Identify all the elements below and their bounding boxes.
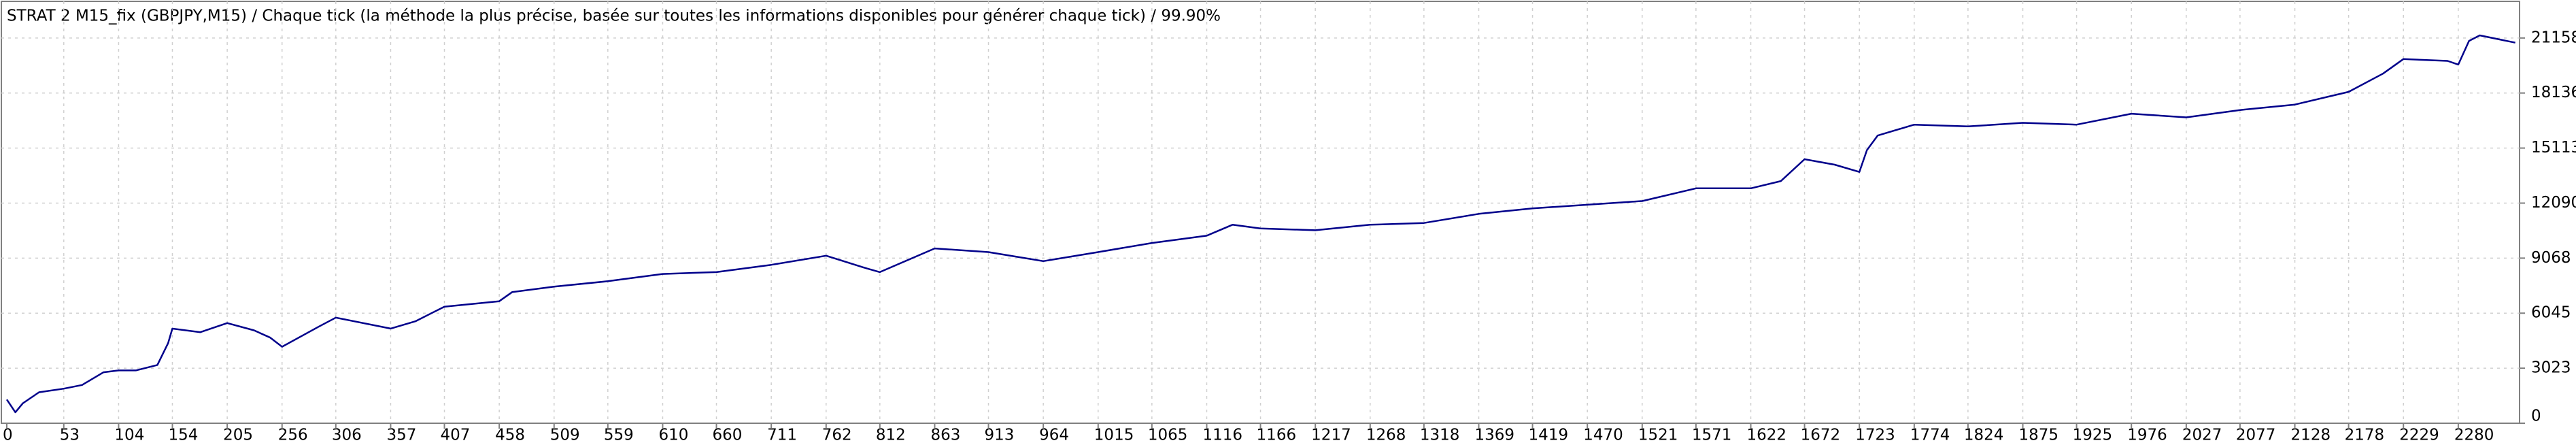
x-tick-label: 964 xyxy=(1039,427,1069,444)
x-tick-label: 1622 xyxy=(1747,427,1787,444)
x-tick-label: 2229 xyxy=(2399,427,2439,444)
equity-line xyxy=(5,34,2515,414)
x-tick-label: 1217 xyxy=(1311,427,1351,444)
x-tick-label: 1875 xyxy=(2019,427,2059,444)
x-tick-label: 1672 xyxy=(1801,427,1841,444)
x-tick-label: 1065 xyxy=(1148,427,1188,444)
x-tick-label: 1116 xyxy=(1202,427,1242,444)
x-tick-label: 863 xyxy=(930,427,960,444)
x-tick-label: 509 xyxy=(550,427,580,444)
x-tick-label: 1521 xyxy=(1638,427,1678,444)
y-tick-label: 21158 xyxy=(2531,29,2576,46)
x-tick-label: 205 xyxy=(223,427,253,444)
x-tick-label: 2027 xyxy=(2182,427,2222,444)
x-tick-label: 104 xyxy=(114,427,144,444)
x-tick-label: 2280 xyxy=(2454,427,2494,444)
x-tick-label: 1571 xyxy=(1692,427,1732,444)
x-tick-label: 812 xyxy=(876,427,906,444)
x-tick-label: 357 xyxy=(386,427,416,444)
x-tick-label: 1925 xyxy=(2073,427,2113,444)
y-tick-label: 0 xyxy=(2531,408,2541,425)
y-tick-label: 3023 xyxy=(2531,359,2571,377)
x-tick-label: 256 xyxy=(278,427,308,444)
x-tick-label: 1318 xyxy=(1420,427,1460,444)
x-tick-label: 559 xyxy=(604,427,634,444)
x-tick-label: 458 xyxy=(495,427,525,444)
x-tick-label: 407 xyxy=(441,427,471,444)
x-tick-label: 1723 xyxy=(1855,427,1895,444)
x-tick-label: 1824 xyxy=(1964,427,2004,444)
x-tick-label: 660 xyxy=(713,427,743,444)
x-tick-label: 2178 xyxy=(2345,427,2385,444)
y-tick-label: 18136 xyxy=(2531,84,2576,101)
y-tick-label: 6045 xyxy=(2531,304,2571,322)
x-tick-label: 0 xyxy=(3,427,13,444)
y-tick-label: 9068 xyxy=(2531,249,2571,267)
x-tick-label: 711 xyxy=(767,427,797,444)
y-tick-label: 15113 xyxy=(2531,139,2576,156)
x-tick-label: 1369 xyxy=(1475,427,1515,444)
y-tick-label: 12090 xyxy=(2531,194,2576,212)
x-tick-label: 1268 xyxy=(1366,427,1406,444)
x-tick-label: 1166 xyxy=(1257,427,1297,444)
x-tick-label: 1470 xyxy=(1583,427,1623,444)
x-tick-label: 53 xyxy=(60,427,80,444)
x-tick-label: 1419 xyxy=(1529,427,1569,444)
x-tick-label: 2077 xyxy=(2236,427,2276,444)
x-tick-label: 2128 xyxy=(2291,427,2331,444)
x-tick-label: 610 xyxy=(658,427,688,444)
chart-title: STRAT 2 M15_fix (GBPJPY,M15) / Chaque ti… xyxy=(7,7,1221,25)
x-tick-label: 762 xyxy=(822,427,852,444)
x-tick-label: 1976 xyxy=(2127,427,2167,444)
x-tick-label: 913 xyxy=(985,427,1015,444)
x-tick-label: 306 xyxy=(332,427,362,444)
x-tick-label: 1774 xyxy=(1910,427,1950,444)
x-tick-label: 154 xyxy=(168,427,198,444)
x-tick-label: 1015 xyxy=(1094,427,1134,444)
